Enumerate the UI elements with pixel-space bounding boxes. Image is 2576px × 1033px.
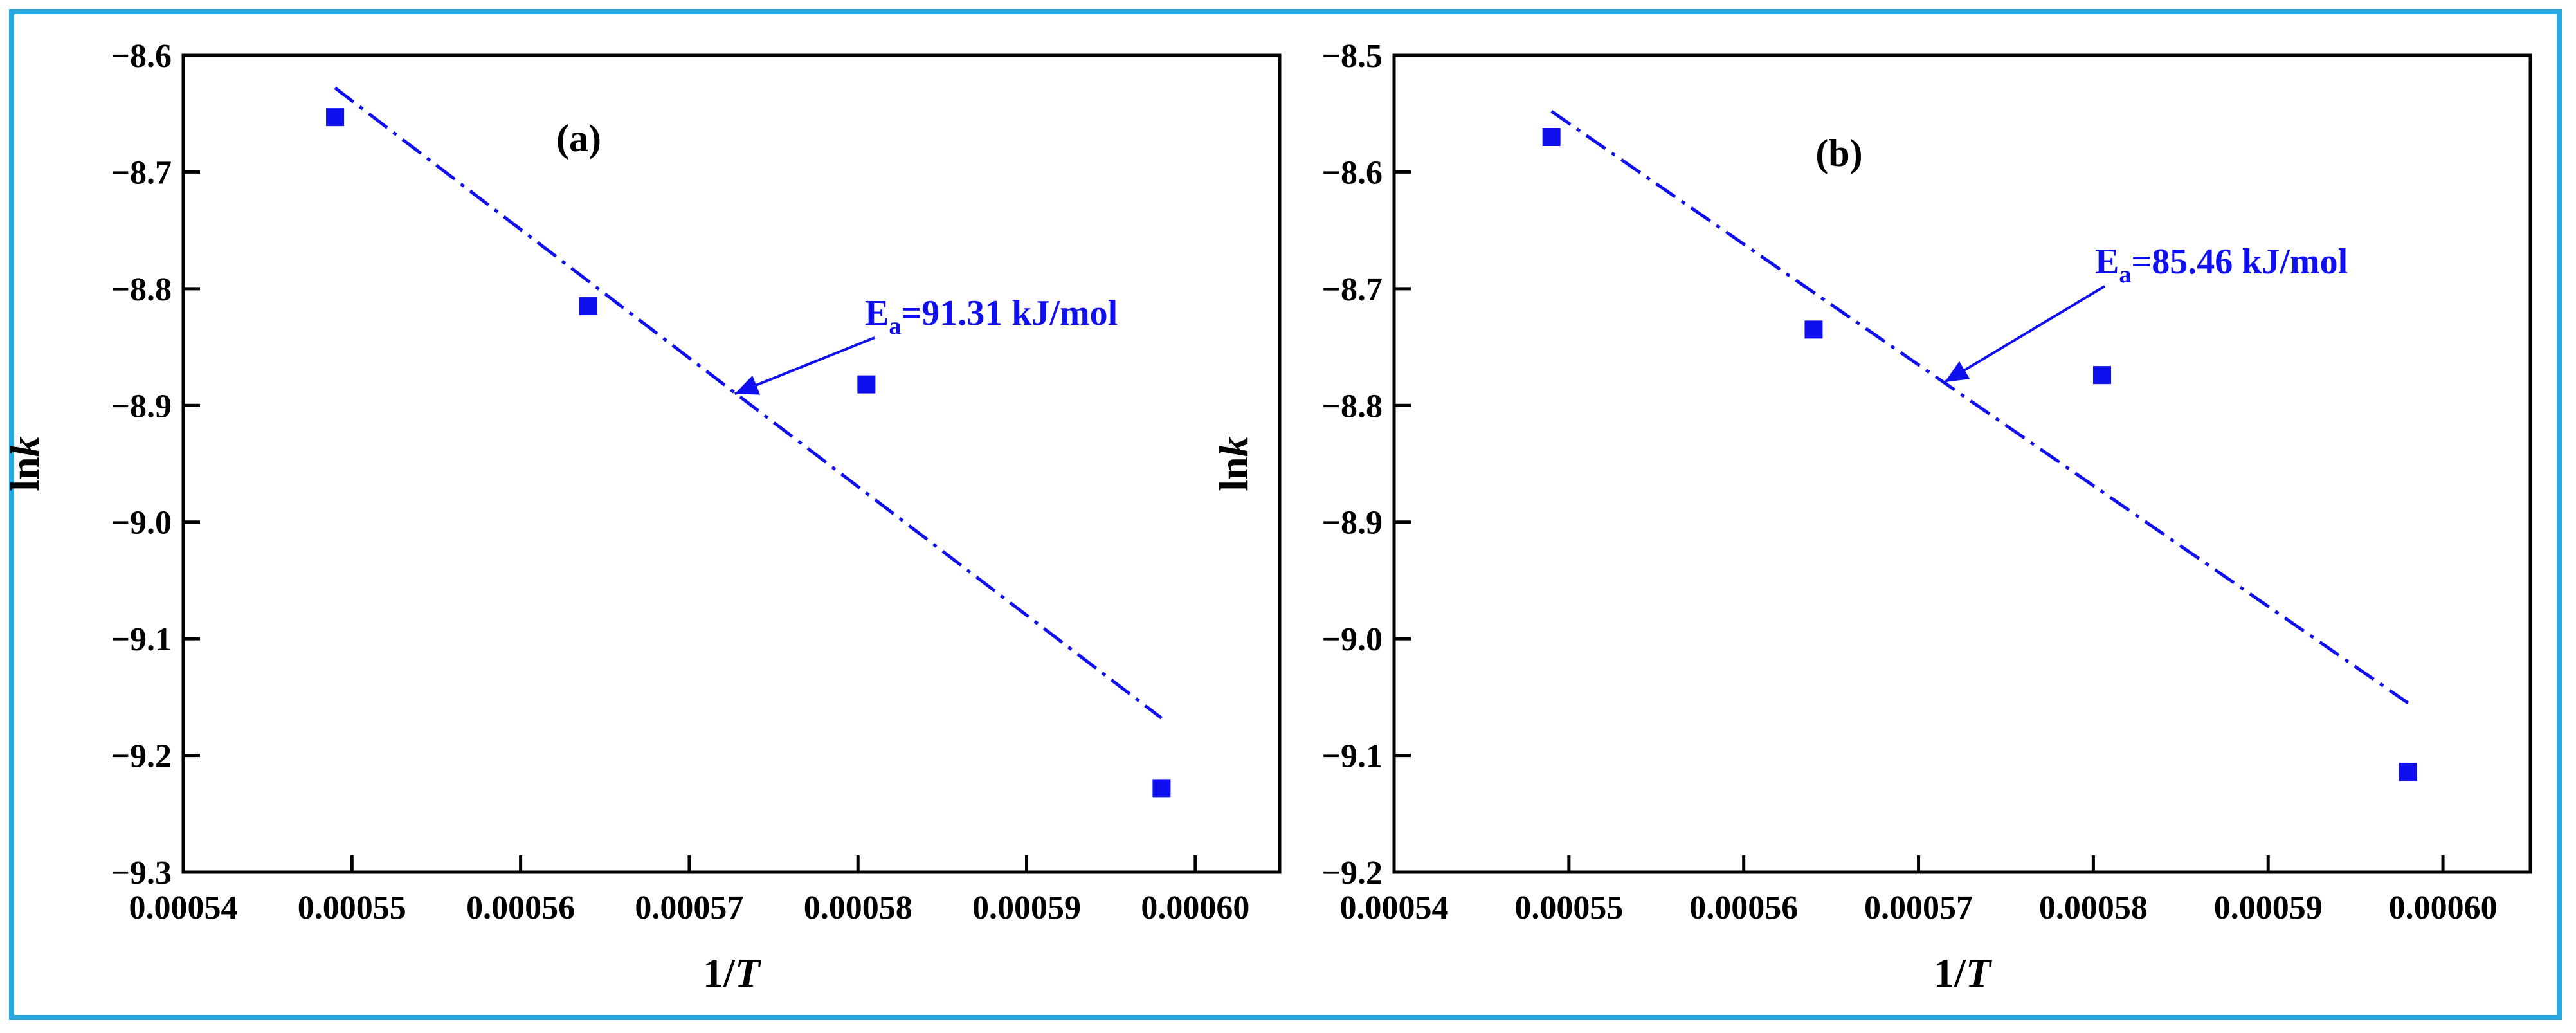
y-tick-label: −9.2 (1321, 855, 1383, 891)
x-tick-label: 0.00056 (466, 890, 575, 926)
x-tick-label: 0.00059 (972, 890, 1081, 926)
x-tick-label: 0.00054 (1340, 890, 1449, 926)
y-tick-label: −8.5 (1321, 38, 1383, 75)
y-tick-label: −9.3 (111, 855, 172, 891)
y-axis-title: lnk (2, 436, 48, 491)
x-tick-label: 0.00054 (129, 890, 238, 926)
panel-a: 0.00054 0.00055 0.00056 0.00057 0.00058 0.000… (2, 38, 1282, 996)
data-point (1542, 128, 1561, 146)
y-tick-label: −9.2 (111, 738, 172, 775)
x-tick-label: 0.00060 (2389, 890, 2498, 926)
y-tick-label: −8.8 (111, 271, 172, 308)
y-tick-label: −8.7 (111, 154, 172, 191)
x-tick-label: 0.00057 (635, 890, 743, 926)
annotation-arrow (734, 336, 875, 395)
panel-label: (b) (1815, 132, 1862, 174)
x-tick-label: 0.00057 (1864, 890, 1973, 926)
data-point (857, 375, 876, 394)
data-point (2399, 762, 2417, 781)
data-point (579, 297, 597, 316)
x-axis-title: 1/T (1934, 950, 1993, 996)
panel-label: (a) (556, 117, 601, 160)
x-tick-label: 0.00056 (1689, 890, 1798, 926)
x-tick-label: 0.00060 (1141, 890, 1249, 926)
data-point (326, 108, 345, 127)
y-tick-label: −8.8 (1321, 388, 1383, 425)
panel-b: 0.00054 0.00055 0.00056 0.00057 0.00058 0.000… (1211, 38, 2532, 996)
data-point (1152, 779, 1171, 798)
activation-energy-label: Ea=85.46 kJ/mol (2095, 242, 2348, 288)
y-tick-label: −9.1 (1321, 738, 1383, 775)
y-axis-title: lnk (1211, 436, 1256, 491)
plot-area (181, 53, 1282, 874)
x-tick-label: 0.00058 (2039, 890, 2148, 926)
y-tick-label: −9.0 (111, 505, 172, 542)
data-point (1804, 320, 1823, 339)
x-tick-label: 0.00055 (298, 890, 406, 926)
y-tick-label: −9.0 (1321, 621, 1383, 658)
y-tick-label: −8.9 (111, 388, 172, 425)
plot-area (1392, 53, 2532, 874)
y-tick-label: −8.9 (1321, 505, 1383, 542)
y-tick-label: −9.1 (111, 621, 172, 658)
y-tick-label: −8.6 (111, 38, 172, 75)
data-point (2092, 366, 2111, 385)
x-tick-label: 0.00059 (2214, 890, 2323, 926)
fit-line (334, 86, 1163, 720)
x-tick-label: 0.00058 (804, 890, 912, 926)
fit-line (1550, 110, 2409, 704)
y-tick-label: −8.7 (1321, 271, 1383, 308)
y-tick-label: −8.6 (1321, 154, 1383, 191)
x-axis-title: 1/T (703, 950, 762, 996)
x-tick-label: 0.00055 (1514, 890, 1623, 926)
annotation-arrow (1944, 285, 2106, 383)
activation-energy-label: Ea=91.31 kJ/mol (865, 293, 1118, 340)
